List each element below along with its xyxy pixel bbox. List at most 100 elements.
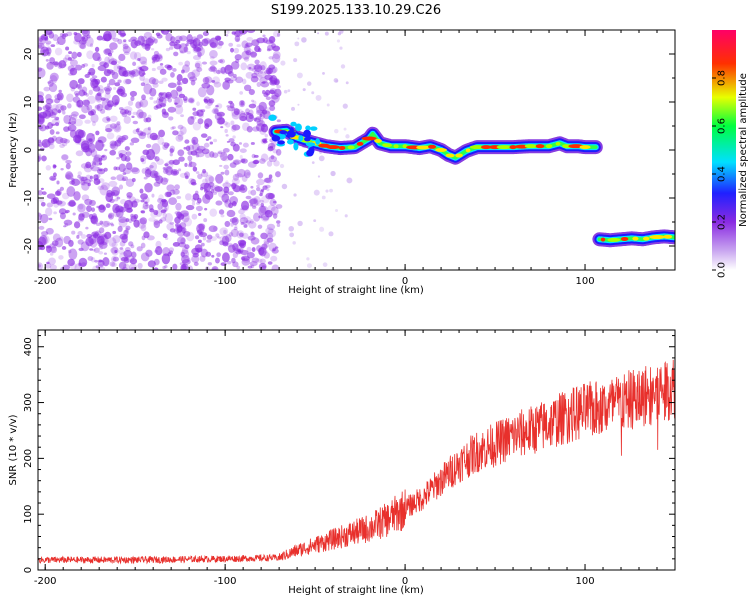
noise-blob (263, 241, 270, 248)
noise-blob (242, 142, 249, 148)
ridge-fragment (295, 123, 302, 132)
noise-blob (116, 156, 121, 160)
noise-blob (125, 178, 135, 188)
noise-blob (38, 111, 48, 119)
noise-blob (187, 155, 193, 162)
noise-blob (137, 35, 145, 46)
noise-blob (231, 124, 241, 131)
noise-blob (177, 168, 182, 172)
noise-blob (201, 148, 210, 155)
noise-blob (97, 56, 102, 62)
noise-blob (57, 35, 66, 46)
noise-blob (70, 86, 76, 92)
noise-blob (262, 34, 266, 38)
noise-blob (86, 104, 93, 111)
noise-blob (71, 230, 76, 235)
noise-blob (271, 139, 277, 147)
noise-blob (228, 232, 234, 237)
noise-blob (117, 60, 121, 64)
noise-blob (343, 127, 347, 131)
ridge-hotspot (649, 235, 665, 240)
noise-blob (223, 229, 227, 235)
noise-blob (183, 217, 193, 227)
noise-blob (153, 50, 159, 56)
noise-blob (38, 225, 45, 230)
noise-blob (89, 175, 93, 180)
noise-blob (77, 174, 81, 179)
noise-blob (118, 216, 127, 223)
ridge-hotspot (361, 136, 377, 141)
noise-blob (128, 70, 136, 75)
noise-blob (52, 196, 59, 204)
noise-blob (148, 204, 154, 211)
noise-blob (45, 40, 52, 45)
noise-blob (141, 94, 146, 101)
noise-blob (250, 237, 260, 245)
noise-blob (95, 93, 103, 103)
noise-blob (253, 64, 261, 70)
noise-blob (96, 103, 103, 112)
noise-blob (233, 47, 240, 54)
noise-blob (155, 175, 164, 184)
noise-blob (113, 87, 117, 90)
noise-blob (172, 130, 179, 136)
noise-blob (231, 182, 237, 190)
noise-blob (122, 70, 129, 77)
noise-blob (220, 151, 228, 161)
noise-blob (162, 168, 169, 174)
noise-blob (182, 96, 188, 102)
noise-blob (181, 69, 185, 74)
noise-blob (153, 267, 159, 270)
noise-blob (230, 228, 239, 238)
noise-blob (178, 35, 188, 42)
noise-blob (165, 47, 171, 52)
noise-blob (49, 111, 57, 119)
noise-blob (209, 49, 218, 59)
noise-blob (150, 48, 155, 51)
noise-blob (130, 244, 135, 249)
noise-blob (245, 220, 251, 224)
noise-blob (234, 224, 238, 228)
y-tick-label: 200 (23, 449, 34, 468)
ridge-hotspot (607, 237, 621, 242)
noise-blob (175, 39, 181, 44)
noise-blob (38, 139, 42, 143)
noise-blob (187, 71, 196, 80)
x-tick-label: 100 (575, 276, 594, 287)
noise-blob (125, 151, 132, 157)
noise-blob (259, 258, 266, 264)
ridge-hotspot (663, 234, 673, 239)
noise-blob (91, 160, 97, 166)
noise-blob (112, 37, 120, 42)
noise-blob (219, 189, 224, 192)
noise-blob (131, 115, 135, 119)
noise-blob (271, 94, 279, 100)
noise-blob (51, 240, 59, 247)
noise-blob (230, 47, 235, 53)
noise-blob (270, 206, 279, 216)
noise-blob (151, 171, 160, 178)
snr-panel: -200 -100 0 100 0 100 200 300 400 Height of stra… (8, 329, 676, 596)
noise-blob (111, 256, 117, 263)
noise-blob (259, 189, 264, 195)
noise-blob (145, 204, 149, 207)
noise-blob (113, 123, 122, 133)
noise-blob (230, 120, 235, 126)
noise-blob (133, 219, 140, 228)
noise-blob (157, 198, 164, 204)
noise-blob (111, 94, 120, 106)
snr-frame (37, 329, 676, 571)
noise-blob (241, 174, 248, 182)
noise-blob (160, 30, 170, 35)
noise-blob (38, 42, 45, 50)
noise-blob (49, 264, 57, 270)
noise-blob (42, 49, 46, 53)
noise-blob (180, 237, 186, 245)
noise-blob (68, 248, 78, 260)
noise-blob (114, 82, 121, 87)
noise-blob (199, 255, 206, 262)
noise-blob (196, 197, 202, 204)
noise-blob (139, 131, 147, 137)
noise-blob (161, 253, 171, 265)
noise-blob (145, 117, 152, 123)
